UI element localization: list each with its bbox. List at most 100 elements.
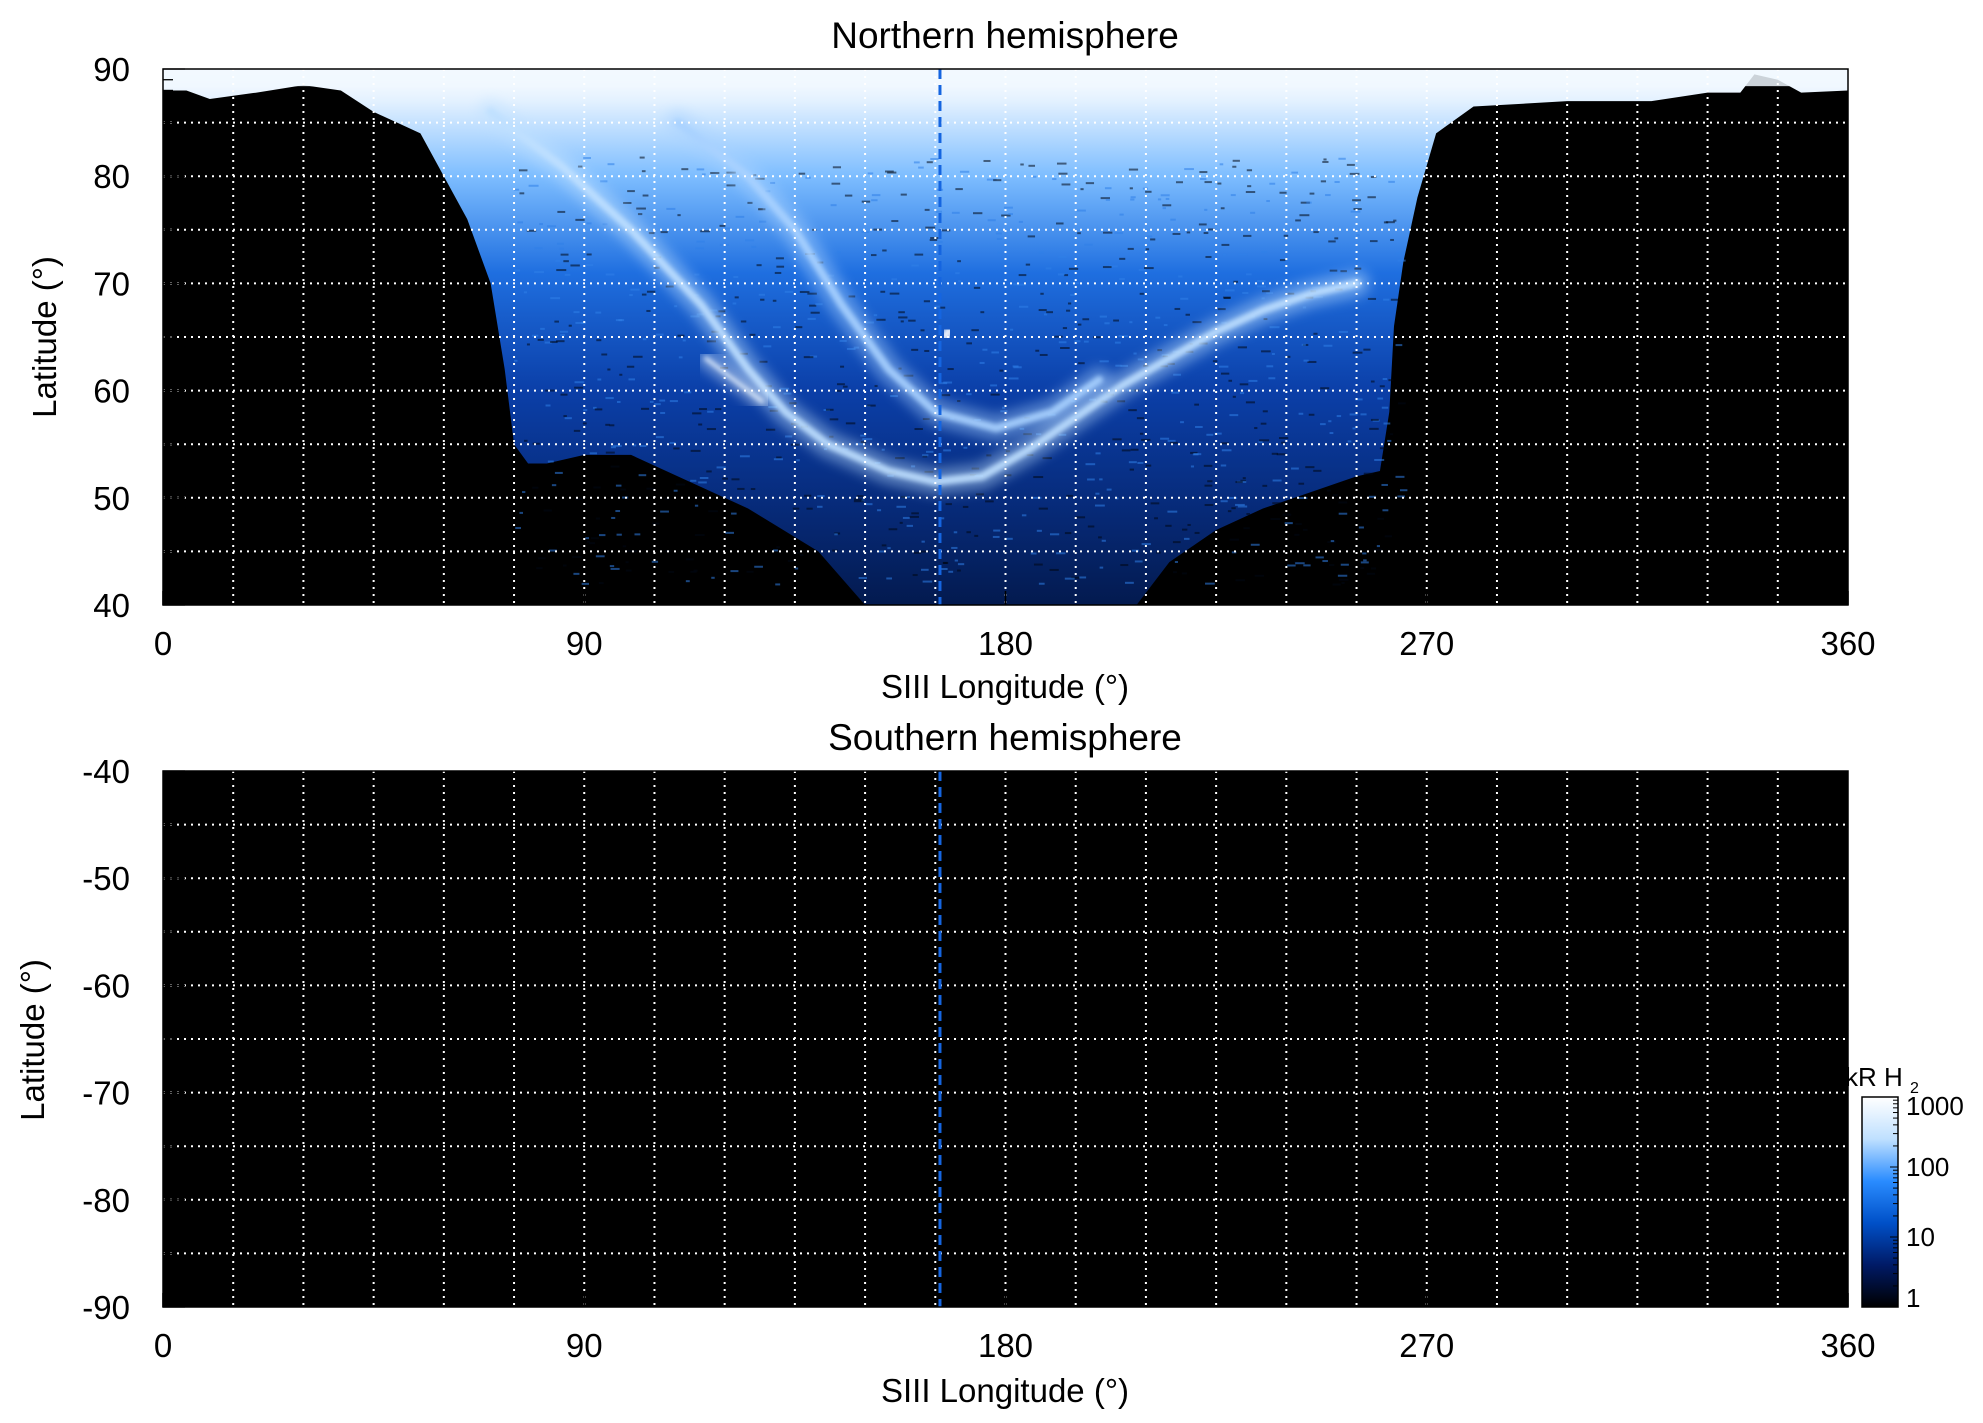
speckle: [930, 158, 939, 161]
speckle: [1278, 437, 1289, 440]
speckle: [1370, 567, 1377, 570]
speckle: [698, 481, 707, 484]
speckle: [695, 247, 705, 250]
speckle: [1328, 240, 1336, 243]
speckle: [1144, 267, 1154, 270]
speckle: [1387, 439, 1392, 442]
speckle: [744, 239, 755, 242]
speckle: [1145, 248, 1150, 251]
speckle: [1190, 451, 1198, 454]
speckle: [1393, 219, 1397, 222]
speckle: [618, 319, 623, 322]
speckle: [862, 438, 873, 441]
speckle: [1150, 502, 1160, 505]
x-tick-label: 360: [1820, 625, 1875, 662]
speckle: [1355, 398, 1363, 401]
speckle: [1308, 413, 1315, 416]
speckle: [572, 556, 582, 559]
speckle: [1338, 501, 1348, 504]
speckle: [882, 249, 887, 252]
speckle: [1313, 469, 1322, 472]
speckle: [605, 273, 615, 276]
speckle: [1217, 182, 1222, 185]
speckle: [615, 510, 621, 513]
speckle: [1246, 273, 1252, 276]
speckle: [975, 493, 984, 496]
speckle: [846, 347, 856, 350]
speckle: [1130, 198, 1135, 201]
speckle: [543, 509, 552, 512]
speckle: [1056, 162, 1067, 165]
speckle: [1266, 292, 1274, 295]
speckle: [682, 339, 686, 342]
speckle: [669, 441, 676, 444]
speckle: [1206, 433, 1214, 436]
speckle: [911, 512, 919, 515]
speckle: [1017, 283, 1027, 286]
speckle: [1113, 319, 1120, 322]
speckle: [1230, 194, 1236, 197]
speckle: [1260, 422, 1267, 425]
speckle: [942, 561, 949, 564]
speckle: [560, 333, 565, 336]
speckle: [681, 168, 689, 171]
speckle: [698, 423, 703, 426]
speckle: [1040, 292, 1044, 295]
speckle: [1038, 309, 1047, 312]
speckle: [1366, 572, 1376, 575]
speckle: [574, 386, 584, 389]
speckle: [641, 170, 646, 173]
speckle: [825, 408, 834, 411]
speckle: [641, 293, 647, 296]
speckle: [1340, 270, 1347, 273]
speckle: [831, 182, 841, 185]
speckle: [1374, 458, 1385, 461]
speckle: [1341, 581, 1345, 584]
speckle: [1373, 548, 1383, 551]
speckle: [730, 570, 739, 573]
speckle: [1103, 231, 1113, 234]
speckle: [609, 565, 615, 568]
speckle: [1349, 413, 1358, 416]
speckle: [1067, 302, 1072, 305]
speckle: [938, 240, 943, 243]
speckle: [575, 321, 585, 324]
speckle: [948, 570, 954, 573]
speckle: [1261, 350, 1271, 353]
speckle: [1340, 563, 1349, 566]
speckle: [1204, 208, 1208, 211]
speckle: [1349, 172, 1360, 175]
speckle: [652, 522, 660, 525]
speckle: [556, 242, 564, 245]
speckle: [1302, 528, 1308, 531]
speckle: [1239, 392, 1245, 395]
speckle: [1003, 206, 1013, 209]
speckle: [1220, 500, 1228, 503]
speckle: [637, 213, 643, 216]
speckle: [885, 170, 894, 173]
speckle: [1094, 504, 1105, 507]
speckle: [971, 329, 979, 332]
speckle: [517, 221, 524, 224]
speckle: [1247, 185, 1252, 188]
speckle: [930, 237, 939, 240]
speckle: [924, 208, 930, 211]
speckle: [540, 327, 545, 330]
speckle: [776, 546, 780, 549]
speckle: [1235, 503, 1245, 506]
speckle: [1106, 488, 1112, 491]
x-tick-label: 90: [566, 1327, 603, 1364]
speckle: [898, 316, 908, 319]
speckle: [1173, 373, 1181, 376]
speckle: [853, 500, 864, 503]
speckle: [1281, 441, 1286, 444]
speckle: [1139, 252, 1145, 255]
speckle: [1141, 438, 1151, 441]
speckle: [537, 338, 544, 341]
speckle: [1330, 540, 1335, 543]
speckle: [708, 510, 718, 513]
speckle: [549, 549, 557, 552]
speckle: [573, 572, 580, 575]
speckle: [1162, 204, 1172, 207]
speckle: [1025, 263, 1031, 266]
